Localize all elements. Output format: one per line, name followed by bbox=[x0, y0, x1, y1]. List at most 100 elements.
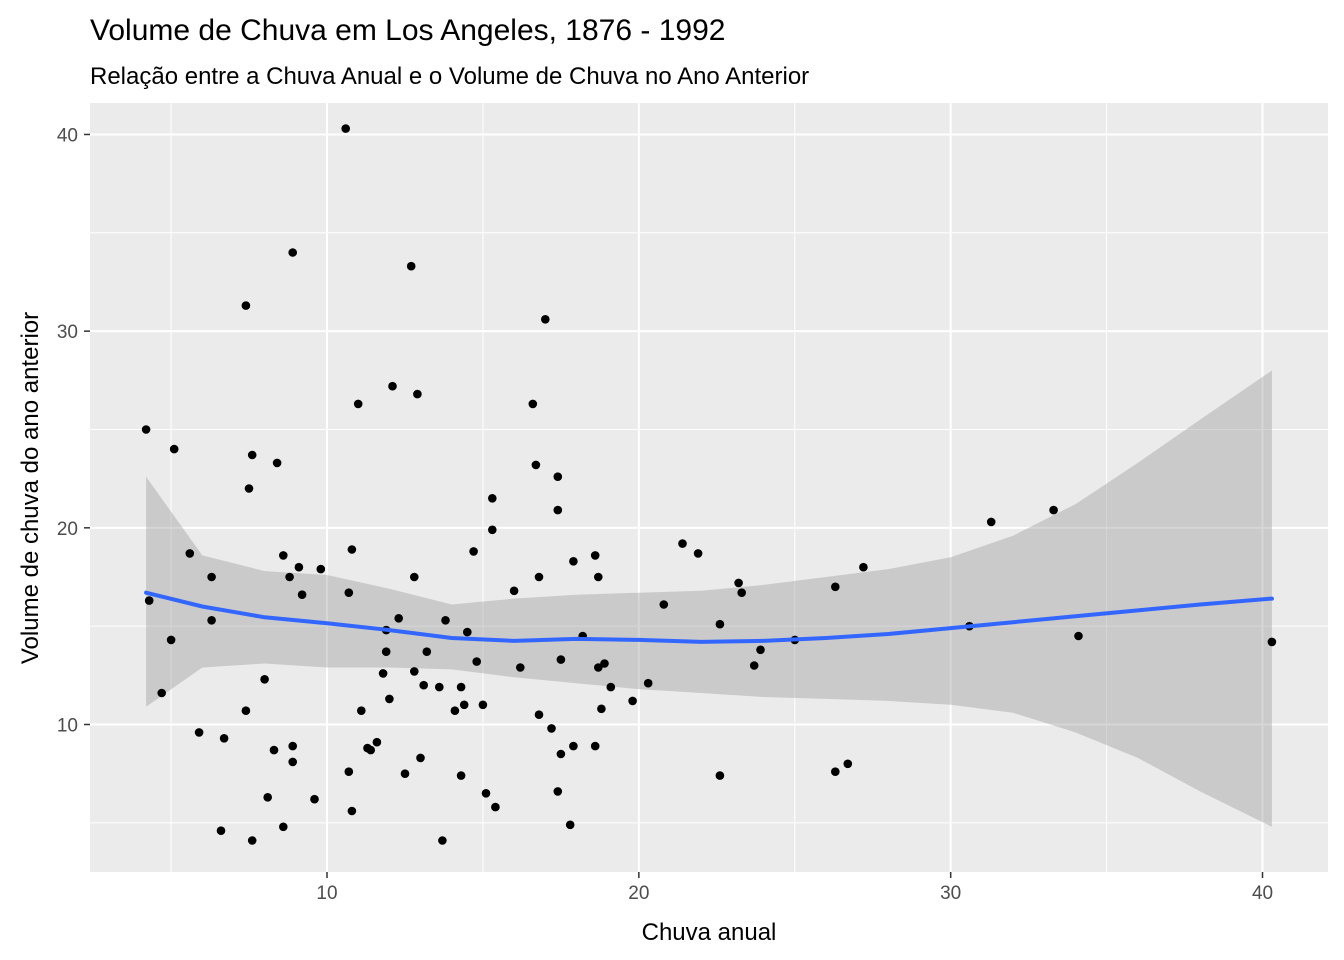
y-tick-label: 10 bbox=[57, 715, 78, 736]
data-point bbox=[194, 728, 204, 737]
data-point bbox=[534, 710, 544, 719]
data-point bbox=[678, 539, 687, 548]
data-point bbox=[456, 771, 466, 780]
x-axis-ticks: 10 20 30 40 bbox=[316, 872, 1273, 904]
data-point bbox=[410, 667, 419, 676]
data-point bbox=[394, 614, 404, 623]
data-point bbox=[144, 596, 154, 605]
data-point bbox=[422, 647, 432, 656]
data-point bbox=[294, 562, 304, 572]
y-axis-title: Volume de chuva do ano anterior bbox=[17, 312, 44, 664]
data-point bbox=[594, 572, 603, 582]
chart-title: Volume de Chuva em Los Angeles, 1876 - 1… bbox=[90, 14, 725, 47]
data-point bbox=[347, 806, 357, 816]
data-point bbox=[693, 549, 703, 558]
data-point bbox=[556, 655, 566, 664]
data-point bbox=[219, 734, 229, 743]
data-point bbox=[366, 745, 376, 755]
data-point bbox=[553, 472, 563, 482]
data-point bbox=[416, 753, 425, 763]
y-tick-label: 30 bbox=[57, 322, 78, 343]
data-point bbox=[1049, 505, 1058, 515]
data-point bbox=[715, 771, 725, 780]
data-point bbox=[357, 706, 366, 715]
data-point bbox=[207, 572, 216, 582]
data-point bbox=[269, 745, 279, 755]
y-tick-label: 20 bbox=[57, 519, 78, 540]
confidence-ribbon bbox=[146, 370, 1272, 827]
x-tick-label: 30 bbox=[940, 883, 961, 904]
data-point bbox=[279, 822, 288, 832]
data-point bbox=[316, 564, 326, 574]
data-point bbox=[438, 836, 447, 845]
data-point bbox=[310, 794, 319, 804]
data-point bbox=[347, 545, 357, 554]
data-point bbox=[341, 124, 351, 133]
data-point bbox=[528, 399, 538, 409]
chart-subtitle: Relação entre a Chuva Anual e o Volume d… bbox=[90, 63, 809, 90]
data-point bbox=[843, 759, 853, 769]
data-point bbox=[166, 635, 176, 645]
data-point bbox=[859, 562, 868, 572]
data-point bbox=[531, 460, 541, 470]
data-point bbox=[565, 820, 575, 830]
data-point bbox=[410, 572, 419, 582]
data-point bbox=[606, 682, 616, 692]
data-point bbox=[628, 696, 637, 706]
data-point bbox=[207, 616, 216, 625]
data-point bbox=[344, 588, 354, 597]
data-point bbox=[749, 661, 759, 670]
data-point bbox=[413, 389, 422, 399]
data-point bbox=[478, 700, 488, 710]
data-point bbox=[590, 551, 600, 560]
data-point bbox=[435, 682, 444, 692]
data-point bbox=[406, 261, 416, 271]
y-tick-label: 40 bbox=[57, 125, 78, 146]
data-point bbox=[481, 789, 491, 798]
x-tick-label: 20 bbox=[628, 883, 649, 904]
data-point bbox=[597, 704, 606, 714]
x-tick-label: 10 bbox=[316, 883, 337, 904]
data-point bbox=[734, 578, 743, 588]
data-point bbox=[185, 549, 195, 558]
data-point bbox=[456, 682, 466, 692]
x-tick-label: 40 bbox=[1252, 883, 1273, 904]
data-point bbox=[279, 551, 288, 560]
data-point bbox=[737, 588, 746, 597]
data-point bbox=[547, 724, 556, 733]
data-point bbox=[400, 769, 410, 778]
data-point bbox=[488, 494, 497, 503]
data-point bbox=[372, 737, 382, 747]
data-points bbox=[141, 124, 1277, 845]
data-point bbox=[272, 458, 282, 468]
data-point bbox=[247, 836, 257, 845]
data-point bbox=[297, 590, 307, 599]
data-point bbox=[553, 787, 563, 796]
data-point bbox=[157, 688, 166, 698]
data-point bbox=[516, 663, 525, 672]
data-point bbox=[472, 657, 482, 666]
data-point bbox=[756, 645, 765, 655]
data-point bbox=[459, 700, 469, 710]
data-point bbox=[285, 572, 294, 582]
data-point bbox=[141, 425, 151, 434]
data-point bbox=[556, 749, 566, 759]
data-point bbox=[534, 572, 544, 582]
x-axis-title: Chuva anual bbox=[642, 919, 777, 946]
data-point bbox=[590, 741, 600, 751]
major-gridlines bbox=[90, 103, 1328, 872]
data-point bbox=[263, 793, 273, 802]
data-point bbox=[569, 741, 578, 751]
data-point bbox=[659, 600, 669, 609]
data-point bbox=[553, 505, 563, 515]
data-point bbox=[441, 616, 450, 625]
data-point bbox=[643, 678, 653, 688]
data-point bbox=[509, 586, 519, 596]
data-point bbox=[247, 450, 257, 460]
data-point bbox=[469, 547, 478, 556]
data-point bbox=[288, 248, 298, 257]
data-point bbox=[388, 381, 397, 391]
data-point bbox=[986, 517, 996, 527]
data-point bbox=[541, 315, 550, 324]
